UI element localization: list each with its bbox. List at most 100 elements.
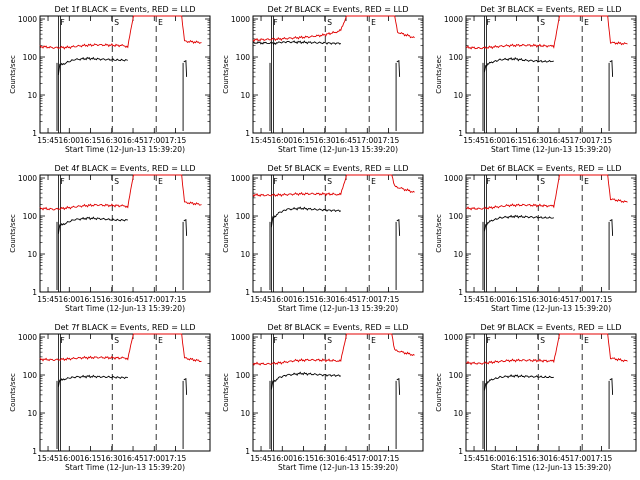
lld-series-line bbox=[39, 15, 202, 50]
y-tick-label: 1000 bbox=[231, 15, 250, 24]
x-tick-label: 17:00 bbox=[569, 295, 591, 304]
x-tick-label: 16:45 bbox=[122, 295, 144, 304]
panel-1: Det 1f BLACK = Events, RED = LLD 1 10 100 10… bbox=[9, 5, 211, 154]
plot-frame bbox=[39, 333, 211, 452]
y-tick-label: 1000 bbox=[444, 15, 463, 24]
events-series-tail bbox=[183, 59, 188, 77]
y-tick-label: 100 bbox=[449, 212, 464, 221]
lld-series-line bbox=[465, 15, 628, 50]
x-tick-label: 17:15 bbox=[378, 454, 400, 463]
x-tick-label: 16:15 bbox=[506, 454, 528, 463]
x-tick-label: 16:00 bbox=[484, 136, 506, 145]
x-tick-label: 16:00 bbox=[271, 295, 293, 304]
x-axis-label: Start Time (12-Jun-13 15:39:20) bbox=[491, 145, 611, 154]
y-tick-label: 1000 bbox=[444, 333, 463, 342]
y-tick-label: 100 bbox=[23, 53, 38, 62]
x-tick-label: 16:45 bbox=[335, 136, 357, 145]
y-axis-label: Counts/sec bbox=[222, 55, 230, 94]
x-axis-label: Start Time (12-Jun-13 15:39:20) bbox=[491, 463, 611, 472]
y-tick-label: 1 bbox=[32, 129, 37, 138]
y-tick-label: 10 bbox=[453, 91, 463, 100]
events-series-tail bbox=[183, 218, 188, 236]
x-tick-label: 15:45 bbox=[250, 295, 272, 304]
x-tick-label: 16:30 bbox=[101, 136, 123, 145]
marker-label: E bbox=[158, 336, 163, 345]
x-tick-label: 16:45 bbox=[548, 454, 570, 463]
x-tick-label: 16:30 bbox=[314, 136, 336, 145]
events-series-line bbox=[270, 371, 342, 390]
marker-label: S bbox=[540, 336, 545, 345]
events-series-tail bbox=[609, 59, 614, 77]
panel-5: Det 5f BLACK = Events, RED = LLD 1 10 100 10… bbox=[222, 164, 424, 313]
events-series-tail bbox=[396, 59, 401, 77]
lld-series-line bbox=[252, 333, 415, 366]
x-tick-label: 15:45 bbox=[37, 454, 59, 463]
x-axis-label: Start Time (12-Jun-13 15:39:20) bbox=[278, 145, 398, 154]
marker-label: E bbox=[371, 336, 376, 345]
x-tick-label: 16:15 bbox=[293, 295, 315, 304]
marker-label: E bbox=[158, 18, 163, 27]
plot-frame bbox=[465, 174, 637, 293]
panel-2: Det 2f BLACK = Events, RED = LLD 1 10 100 10… bbox=[222, 5, 424, 154]
x-tick-label: 17:00 bbox=[143, 136, 165, 145]
events-series-tail bbox=[609, 218, 614, 236]
y-axis-label: Counts/sec bbox=[435, 55, 443, 94]
x-tick-label: 16:15 bbox=[293, 454, 315, 463]
panel-title: Det 2f BLACK = Events, RED = LLD bbox=[267, 5, 408, 14]
events-series-line bbox=[483, 374, 555, 391]
events-series-line bbox=[483, 214, 554, 232]
x-tick-label: 17:15 bbox=[378, 295, 400, 304]
x-tick-label: 17:15 bbox=[591, 295, 613, 304]
lld-series-line bbox=[252, 15, 415, 43]
y-tick-label: 1 bbox=[458, 447, 463, 456]
y-axis-label: Counts/sec bbox=[222, 373, 230, 412]
events-series-line bbox=[57, 216, 128, 234]
events-series-line bbox=[270, 206, 342, 228]
marker-label: E bbox=[371, 177, 376, 186]
x-tick-label: 17:00 bbox=[569, 136, 591, 145]
plot-frame bbox=[465, 333, 637, 452]
marker-label: E bbox=[158, 177, 163, 186]
marker-label: S bbox=[327, 336, 332, 345]
plot-frame bbox=[39, 174, 211, 293]
y-axis-label: Counts/sec bbox=[9, 373, 17, 412]
lld-series-line bbox=[465, 174, 628, 211]
x-tick-label: 17:00 bbox=[143, 454, 165, 463]
x-axis-label: Start Time (12-Jun-13 15:39:20) bbox=[65, 145, 185, 154]
panel-6: Det 6f BLACK = Events, RED = LLD 1 10 100 10… bbox=[435, 164, 637, 313]
y-tick-label: 100 bbox=[236, 212, 251, 221]
y-tick-label: 100 bbox=[449, 53, 464, 62]
events-series-line bbox=[57, 56, 128, 76]
x-tick-label: 16:15 bbox=[80, 454, 102, 463]
x-tick-label: 16:30 bbox=[527, 295, 549, 304]
y-tick-label: 1 bbox=[245, 129, 250, 138]
y-tick-label: 1 bbox=[245, 288, 250, 297]
panel-title: Det 3f BLACK = Events, RED = LLD bbox=[480, 5, 621, 14]
x-tick-label: 16:30 bbox=[314, 454, 336, 463]
marker-label: E bbox=[371, 18, 376, 27]
x-tick-label: 16:30 bbox=[527, 136, 549, 145]
lld-series-line bbox=[465, 333, 628, 366]
lld-series-line bbox=[39, 333, 202, 362]
x-axis-label: Start Time (12-Jun-13 15:39:20) bbox=[65, 304, 185, 313]
marker-label: F bbox=[60, 18, 64, 27]
marker-label: S bbox=[114, 177, 119, 186]
y-axis-label: Counts/sec bbox=[9, 214, 17, 253]
x-tick-label: 16:15 bbox=[506, 295, 528, 304]
x-tick-label: 15:45 bbox=[250, 454, 272, 463]
panel-title: Det 4f BLACK = Events, RED = LLD bbox=[54, 164, 195, 173]
x-tick-label: 15:45 bbox=[37, 136, 59, 145]
y-axis-label: Counts/sec bbox=[222, 214, 230, 253]
panel-title: Det 7f BLACK = Events, RED = LLD bbox=[54, 323, 195, 332]
x-tick-label: 16:30 bbox=[314, 295, 336, 304]
y-tick-label: 10 bbox=[27, 250, 37, 259]
x-tick-label: 15:45 bbox=[463, 295, 485, 304]
x-tick-label: 17:15 bbox=[378, 136, 400, 145]
x-tick-label: 16:45 bbox=[548, 136, 570, 145]
x-tick-label: 16:45 bbox=[335, 454, 357, 463]
x-tick-label: 17:15 bbox=[591, 454, 613, 463]
y-tick-label: 1000 bbox=[18, 174, 37, 183]
panel-7: Det 7f BLACK = Events, RED = LLD 1 10 100 10… bbox=[9, 323, 211, 472]
y-tick-label: 100 bbox=[449, 371, 464, 380]
panel-title: Det 9f BLACK = Events, RED = LLD bbox=[480, 323, 621, 332]
